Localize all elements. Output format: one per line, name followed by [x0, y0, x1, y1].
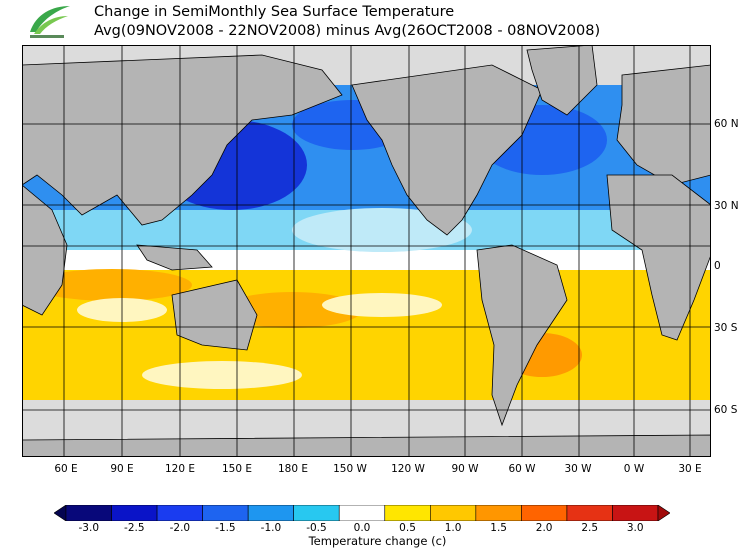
lon-label-120e: 120 E: [164, 463, 196, 475]
lat-label-30s: 30 S: [714, 322, 738, 334]
africa: [606, 174, 711, 341]
equatorial-mix: [22, 250, 711, 270]
colorbar-swatch: [293, 505, 340, 521]
colorbar-tick-label: 2.5: [581, 522, 599, 534]
lon-label-30w: 30 W: [564, 463, 592, 475]
pacific-white-patch: [322, 293, 442, 317]
lon-label-90w: 90 W: [451, 463, 479, 475]
north-america: [351, 64, 543, 236]
indonesia: [136, 244, 213, 271]
lon-label-90e: 90 E: [110, 463, 134, 475]
colorbar-swatch: [65, 505, 112, 521]
colorbar-tick-label: 0.0: [353, 522, 371, 534]
colorbar-tick-label: -2.5: [124, 522, 145, 534]
colorbar-tick-label: 3.0: [626, 522, 644, 534]
lat-label-30n: 30 N: [714, 200, 739, 212]
colorbar-swatch: [338, 505, 386, 521]
colorbar-swatch: [202, 505, 249, 521]
colorbar-tick-label: 1.5: [490, 522, 507, 534]
colorbar-swatch: [384, 505, 431, 521]
africa-west: [22, 184, 68, 316]
lon-label-120w: 120 W: [391, 463, 425, 475]
colorbar-tick-label: -1.0: [260, 522, 282, 534]
colorbar-swatch: [247, 505, 294, 521]
map-title: Change in SemiMonthly Sea Surface Temper…: [94, 3, 600, 41]
lon-label-60e: 60 E: [54, 463, 78, 475]
antarctica: [22, 434, 711, 457]
colorbar-swatch: [521, 505, 568, 521]
temperature-colorbar: [54, 505, 670, 521]
title-line-1: Change in SemiMonthly Sea Surface Temper…: [94, 4, 455, 20]
eurasia: [22, 54, 343, 226]
indian-ocean-warm: [32, 269, 192, 301]
colorbar-min-arrow: [54, 505, 67, 521]
colorbar-tick-label: -0.5: [306, 522, 327, 534]
colorbar-tick-label: -1.5: [215, 522, 236, 534]
agency-logo: [30, 6, 70, 38]
colorbar-tick-label: -2.0: [169, 522, 191, 534]
colorbar-swatch: [475, 505, 522, 521]
south-white-patch: [142, 361, 302, 389]
colorbar-label: Temperature change (c): [308, 534, 447, 548]
colorbar-tick-label: 0.5: [399, 522, 416, 534]
lat-label-60n: 60 N: [714, 118, 739, 130]
lon-label-150e: 150 E: [221, 463, 253, 475]
greenland: [526, 45, 598, 116]
colorbar-swatch: [430, 505, 477, 521]
colorbar-tick-label: -3.0: [78, 522, 100, 534]
title-line-2: Avg(09NOV2008 - 22NOV2008) minus Avg(26O…: [94, 23, 601, 39]
colorbar-swatch: [612, 505, 659, 521]
lon-label-30e: 30 E: [678, 463, 702, 475]
colorbar-tick-label: 2.0: [535, 522, 553, 534]
colorbar-swatch: [111, 505, 158, 521]
lon-label-180e: 180 E: [277, 463, 309, 475]
lat-label-equator: 0: [714, 260, 721, 272]
lon-label-60w: 60 W: [508, 463, 536, 475]
colorbar-swatch: [156, 505, 203, 521]
colorbar-tick-label: 1.0: [444, 522, 462, 534]
lat-label-60s: 60 S: [714, 404, 738, 416]
sst-anomaly-map: [22, 45, 711, 457]
lon-label-0w: 0 W: [623, 463, 645, 475]
colorbar-swatch: [566, 505, 613, 521]
colorbar-max-arrow: [657, 505, 670, 521]
lon-label-150w: 150 W: [333, 463, 367, 475]
